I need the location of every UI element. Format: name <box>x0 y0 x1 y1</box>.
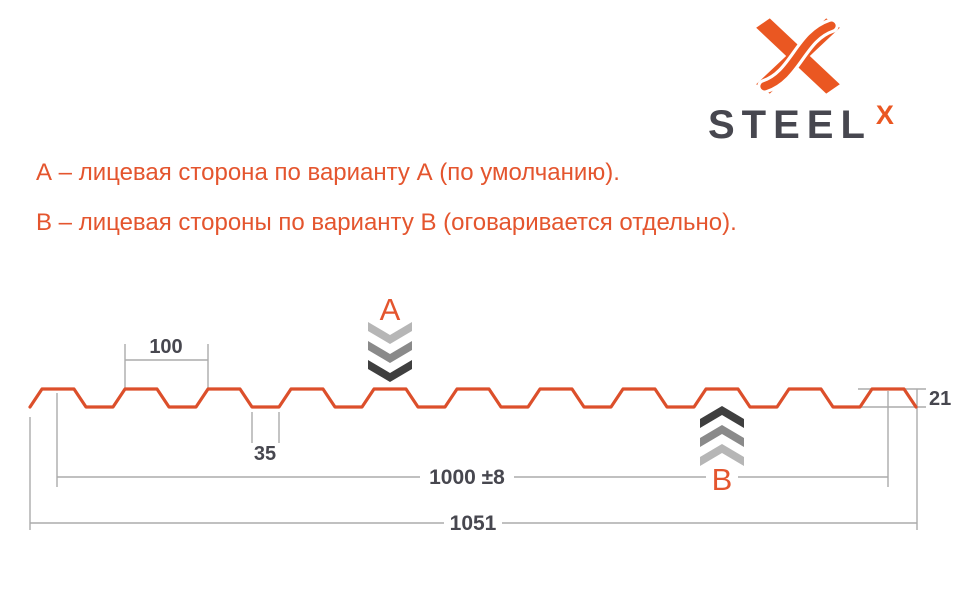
profile-diagram: 100 35 21 1000 ±8 1051 А <box>28 292 951 535</box>
note-variant-b: В – лицевая стороны по варианту В (огова… <box>36 209 737 236</box>
brand-sup-x: X <box>875 100 894 130</box>
marker-a: А <box>368 292 412 382</box>
brand-text: STEEL <box>708 103 872 147</box>
chevron-up-icon <box>700 406 744 428</box>
dim-height-label: 21 <box>929 388 951 410</box>
marker-b-backplate <box>706 469 738 490</box>
logo: STEEL X <box>700 12 960 152</box>
note-variant-a: А – лицевая сторона по варианту А (по ум… <box>36 159 620 186</box>
chevron-down-icon <box>368 360 412 382</box>
chevron-down-icon <box>368 341 412 363</box>
dim-pitch: 100 <box>124 336 209 391</box>
steelx-logo-icon <box>756 18 840 94</box>
brand-name: STEEL X <box>708 100 894 148</box>
dim-cover: 1000 ±8 <box>56 391 889 489</box>
dim-valley: 35 <box>251 412 280 465</box>
chevron-down-icon <box>368 322 412 344</box>
dim-overall: 1051 <box>29 389 918 535</box>
dim-pitch-label: 100 <box>149 336 182 358</box>
chevron-up-icon <box>700 444 744 466</box>
profile-path <box>28 387 918 409</box>
dim-valley-label: 35 <box>254 443 276 465</box>
chevron-up-icon <box>700 425 744 447</box>
dim-overall-label: 1051 <box>450 512 497 535</box>
marker-b: В <box>700 406 744 497</box>
marker-a-label: А <box>380 292 401 327</box>
dim-cover-label: 1000 ±8 <box>429 466 505 489</box>
marker-b-label: В <box>712 462 733 497</box>
logo-s-ribbon <box>760 21 836 91</box>
